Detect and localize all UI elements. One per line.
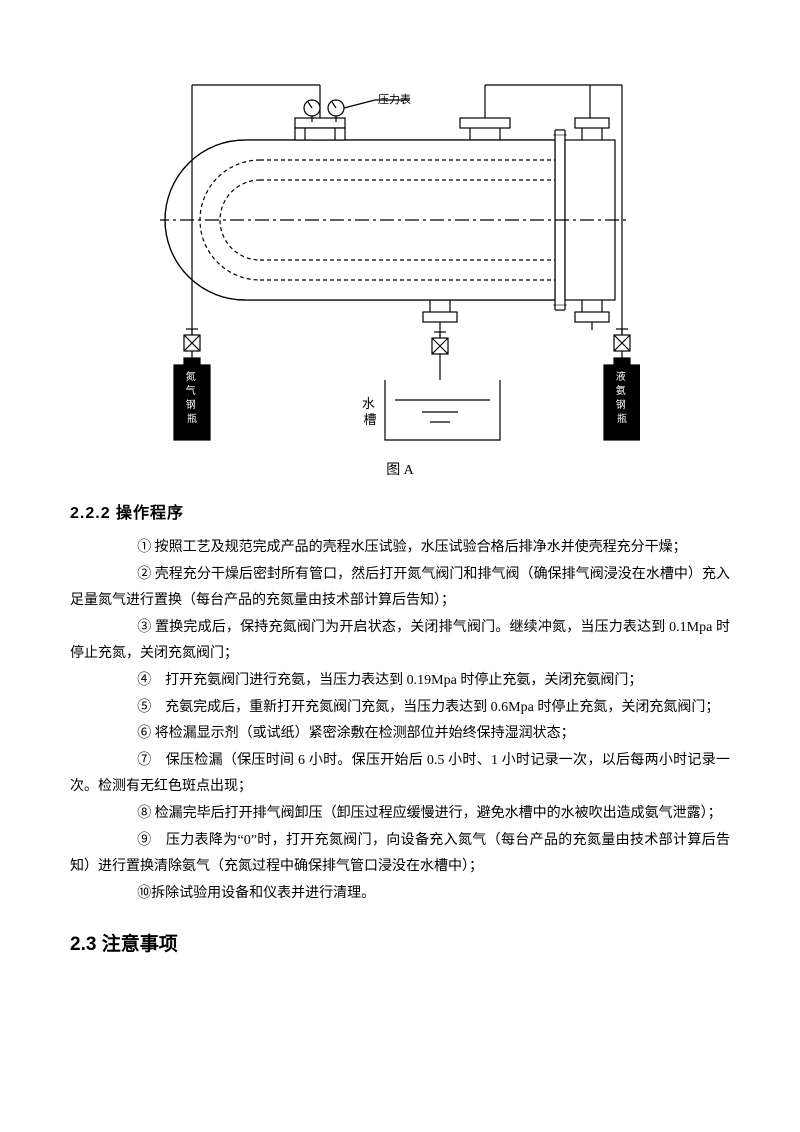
step-9: ⑨ 压力表降为“0”时，打开充氮阀门，向设备充入氮气（每台产品的充氮量由技术部计… [70,828,730,881]
section-23-heading: 2.3 注意事项 [70,927,730,963]
apparatus-diagram: 压力表 氮 气 钢 瓶 液 氨 钢 瓶 水 槽 [160,30,640,450]
step-2: ② 壳程充分干燥后密封所有管口，然后打开氮气阀门和排气阀（确保排气阀浸没在水槽中… [70,562,730,615]
step-4: ④ 打开充氨阀门进行充氨，当压力表达到 0.19Mpa 时停止充氨，关闭充氨阀门… [70,668,730,695]
figure-caption: 图 A [70,458,730,485]
step-10: ⑩拆除试验用设备和仪表并进行清理。 [70,881,730,908]
pressure-gauge-label: 压力表 [378,92,411,106]
step-5: ⑤ 充氨完成后，重新打开充氮阀门充氮，当压力表达到 0.6Mpa 时停止充氮，关… [70,695,730,722]
step-7: ⑦ 保压检漏（保压时间 6 小时。保压开始后 0.5 小时、1 小时记录一次，以… [70,748,730,801]
diagram-container: 压力表 氮 气 钢 瓶 液 氨 钢 瓶 水 槽 [70,30,730,450]
step-3: ③ 置换完成后，保持充氮阀门为开启状态，关闭排气阀门。继续冲氮，当压力表达到 0… [70,615,730,668]
water-tank-label: 水 槽 [362,396,378,427]
step-8: ⑧ 检漏完毕后打开排气阀卸压（卸压过程应缓慢进行，避免水槽中的水被吹出造成氨气泄… [70,801,730,828]
step-1: ① 按照工艺及规范完成产品的壳程水压试验，水压试验合格后排净水并使壳程充分干燥； [70,535,730,562]
section-222-heading: 2.2.2 操作程序 [70,499,730,529]
step-6: ⑥ 将检漏显示剂（或试纸）紧密涂敷在检测部位并始终保持湿润状态； [70,721,730,748]
